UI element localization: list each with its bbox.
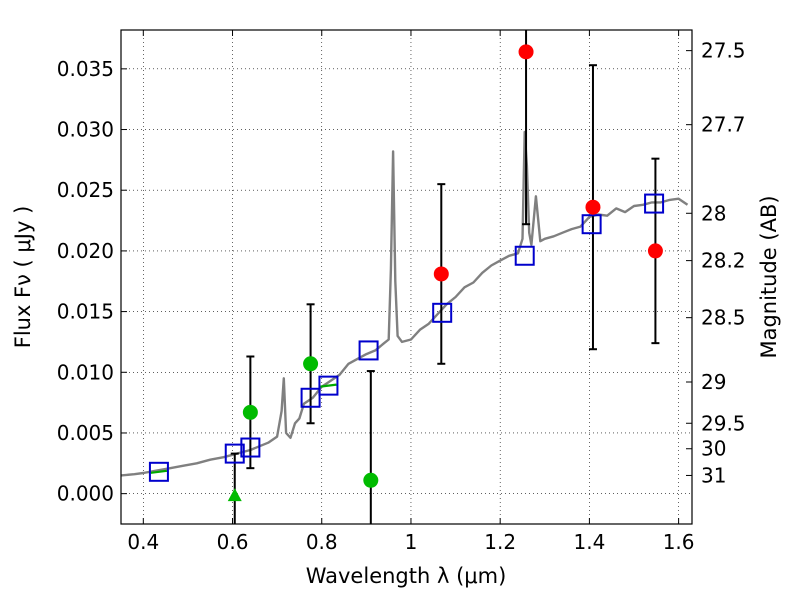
axis-ticks: 0.4 0.6 0.8 1 1.2 1.4 1.6 0.000 0.005 0.010 0.015 0… <box>57 30 746 554</box>
x-tick-label: 0.6 <box>217 530 249 554</box>
right-tick-label: 28.2 <box>701 249 746 273</box>
y-tick-label: 0.030 <box>57 118 114 142</box>
red-data-point <box>518 44 534 60</box>
right-tick-label: 27.5 <box>701 39 746 63</box>
model-photometry-point <box>224 443 245 464</box>
upper-limit-triangle <box>227 488 242 502</box>
red-data-point <box>585 199 601 215</box>
right-tick-label: 27.7 <box>701 113 746 137</box>
right-tick-label: 31 <box>701 463 726 487</box>
y-tick-label: 0.025 <box>57 178 114 202</box>
right-tick-label: 30 <box>701 437 726 461</box>
y-tick-label: 0.035 <box>57 57 114 81</box>
spectrum-line <box>121 130 689 477</box>
model-photometry-point <box>300 387 321 408</box>
y-tick-label: 0.005 <box>57 421 114 445</box>
y-tick-label: 0.020 <box>57 239 114 263</box>
filter-curve-mark <box>150 469 168 474</box>
x-tick-label: 1.4 <box>573 530 605 554</box>
right-axis-label: Magnitude (AB) <box>757 195 781 358</box>
model-photometry-point <box>514 245 535 266</box>
x-tick-label: 1.6 <box>663 530 695 554</box>
y-tick-label: 0.015 <box>57 300 114 324</box>
model-photometry-point <box>581 214 602 235</box>
model-photometry-point <box>358 340 379 361</box>
x-tick-label: 1.2 <box>484 530 516 554</box>
red-data-point <box>433 266 449 282</box>
y-tick-label: 0.000 <box>57 482 114 506</box>
green-data-point <box>303 356 319 372</box>
right-tick-label: 28 <box>701 201 726 225</box>
green-data-point <box>242 404 258 420</box>
model-photometry-point <box>318 375 339 396</box>
x-tick-label: 0.8 <box>306 530 338 554</box>
red-data-point <box>647 243 663 259</box>
right-tick-label: 28.5 <box>701 306 746 330</box>
model-photometry-point <box>240 437 261 458</box>
x-tick-label: 0.4 <box>127 530 159 554</box>
model-photometry-point <box>432 302 453 323</box>
right-tick-label: 29 <box>701 370 726 394</box>
right-tick-label: 29.5 <box>701 411 746 435</box>
x-tick-label: 1 <box>405 530 418 554</box>
y-tick-label: 0.010 <box>57 360 114 384</box>
x-axis-label: Wavelength λ (μm) <box>306 564 507 588</box>
filter-curve-mark <box>320 383 337 388</box>
plot-frame <box>120 29 693 525</box>
model-photometry-point <box>148 461 169 482</box>
model-photometry-point <box>644 193 665 214</box>
green-data-point <box>363 472 379 488</box>
plot-marks <box>121 30 689 524</box>
y-axis-label: Flux Fν ( μJy ) <box>11 206 35 349</box>
